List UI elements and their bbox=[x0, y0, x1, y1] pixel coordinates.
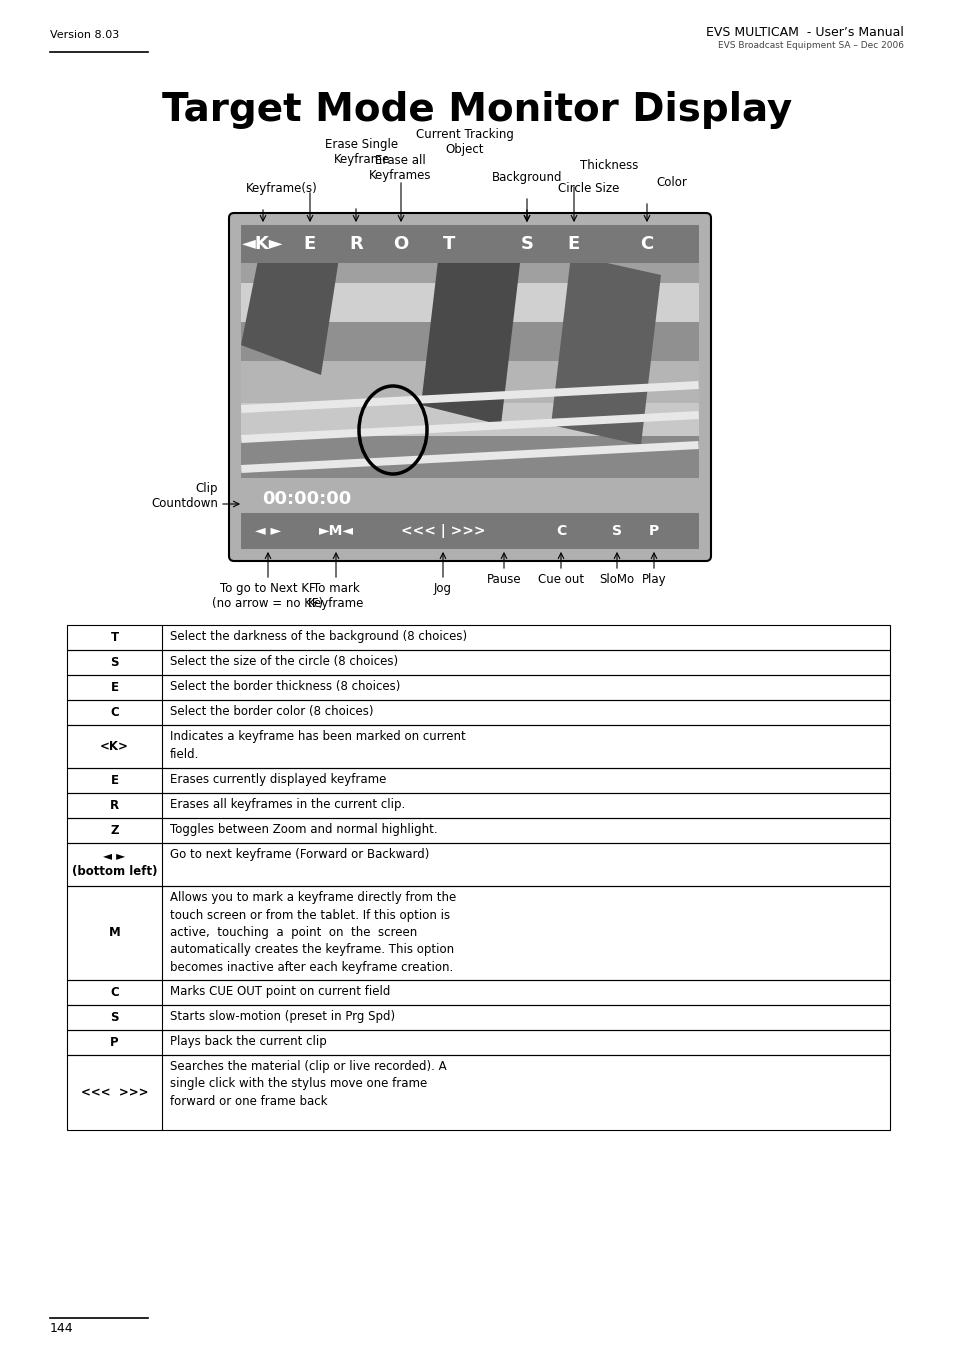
Bar bbox=[241, 478, 699, 517]
Text: Keyframe(s): Keyframe(s) bbox=[246, 182, 317, 194]
Text: Select the size of the circle (8 choices): Select the size of the circle (8 choices… bbox=[170, 655, 397, 668]
Bar bbox=[67, 980, 889, 1004]
Text: C: C bbox=[639, 235, 653, 252]
Bar bbox=[67, 625, 889, 649]
Text: Indicates a keyframe has been marked on current
field.: Indicates a keyframe has been marked on … bbox=[170, 730, 465, 760]
Text: Plays back the current clip: Plays back the current clip bbox=[170, 1035, 327, 1048]
Text: Select the border thickness (8 choices): Select the border thickness (8 choices) bbox=[170, 680, 400, 693]
Text: Erase Single
Keyframe: Erase Single Keyframe bbox=[325, 138, 398, 166]
Text: Color: Color bbox=[656, 176, 687, 189]
Text: O: O bbox=[393, 235, 408, 252]
Text: Target Mode Monitor Display: Target Mode Monitor Display bbox=[162, 90, 791, 130]
Text: ◄ ►
(bottom left): ◄ ► (bottom left) bbox=[71, 850, 157, 879]
Bar bbox=[67, 818, 889, 842]
Bar bbox=[67, 701, 889, 725]
Text: 144: 144 bbox=[50, 1322, 73, 1335]
Text: P: P bbox=[111, 1035, 119, 1049]
Bar bbox=[67, 842, 889, 886]
Bar bbox=[67, 1054, 889, 1130]
Text: C: C bbox=[110, 706, 119, 720]
Text: Version 8.03: Version 8.03 bbox=[50, 30, 119, 40]
Text: P: P bbox=[648, 524, 659, 539]
Text: ►M◄: ►M◄ bbox=[318, 524, 354, 539]
Text: Searches the material (clip or live recorded). A
single click with the stylus mo: Searches the material (clip or live reco… bbox=[170, 1060, 446, 1108]
Text: Jog: Jog bbox=[434, 582, 452, 595]
Text: <K>: <K> bbox=[100, 740, 129, 753]
Text: Thickness: Thickness bbox=[579, 159, 638, 171]
Text: T: T bbox=[111, 630, 118, 644]
FancyBboxPatch shape bbox=[229, 213, 710, 562]
Bar bbox=[241, 410, 698, 443]
Text: S: S bbox=[612, 524, 621, 539]
Text: Background: Background bbox=[491, 171, 561, 184]
Text: R: R bbox=[110, 799, 119, 811]
Text: Erases all keyframes in the current clip.: Erases all keyframes in the current clip… bbox=[170, 798, 405, 811]
Text: To go to Next KF
(no arrow = no KF): To go to Next KF (no arrow = no KF) bbox=[213, 582, 323, 610]
Text: 00:00:00: 00:00:00 bbox=[262, 490, 351, 508]
Text: Play: Play bbox=[641, 572, 665, 586]
Bar bbox=[241, 284, 699, 323]
Bar bbox=[67, 649, 889, 675]
Text: Clip
Countdown: Clip Countdown bbox=[151, 482, 218, 510]
Bar bbox=[67, 1030, 889, 1054]
Text: C: C bbox=[556, 524, 565, 539]
Text: Marks CUE OUT point on current field: Marks CUE OUT point on current field bbox=[170, 986, 390, 998]
Text: SloMo: SloMo bbox=[598, 572, 634, 586]
Bar bbox=[241, 225, 699, 549]
Text: Erase all
Keyframes: Erase all Keyframes bbox=[369, 154, 431, 182]
Text: To mark
Keyframe: To mark Keyframe bbox=[308, 582, 364, 610]
Bar bbox=[241, 436, 699, 478]
Text: Cue out: Cue out bbox=[537, 572, 583, 586]
Text: Pause: Pause bbox=[486, 572, 520, 586]
Bar bbox=[241, 381, 698, 413]
Text: <<<  >>>: <<< >>> bbox=[81, 1085, 148, 1099]
Text: Circle Size: Circle Size bbox=[558, 182, 619, 194]
Text: T: T bbox=[442, 235, 455, 252]
Bar bbox=[241, 513, 699, 549]
Text: C: C bbox=[110, 986, 119, 999]
Text: EVS MULTICAM  - User’s Manual: EVS MULTICAM - User’s Manual bbox=[705, 27, 903, 39]
Text: Starts slow-motion (preset in Prg Spd): Starts slow-motion (preset in Prg Spd) bbox=[170, 1010, 395, 1023]
Bar bbox=[67, 1004, 889, 1030]
Bar bbox=[67, 675, 889, 701]
Text: R: R bbox=[349, 235, 362, 252]
Bar bbox=[241, 251, 699, 284]
Text: Z: Z bbox=[111, 824, 118, 837]
Text: ◄K►: ◄K► bbox=[242, 235, 283, 252]
Text: E: E bbox=[304, 235, 315, 252]
Text: E: E bbox=[567, 235, 579, 252]
Text: Allows you to mark a keyframe directly from the
touch screen or from the tablet.: Allows you to mark a keyframe directly f… bbox=[170, 891, 456, 973]
Text: EVS Broadcast Equipment SA – Dec 2006: EVS Broadcast Equipment SA – Dec 2006 bbox=[718, 42, 903, 50]
Text: ◄ ►: ◄ ► bbox=[254, 524, 281, 539]
Text: M: M bbox=[109, 926, 120, 940]
Bar bbox=[67, 768, 889, 792]
Text: Select the border color (8 choices): Select the border color (8 choices) bbox=[170, 705, 374, 718]
Bar bbox=[241, 225, 699, 251]
Text: Current Tracking
Object: Current Tracking Object bbox=[416, 128, 514, 157]
Text: Toggles between Zoom and normal highlight.: Toggles between Zoom and normal highligh… bbox=[170, 824, 437, 836]
Text: <<< | >>>: <<< | >>> bbox=[400, 524, 485, 539]
Text: E: E bbox=[111, 680, 118, 694]
Bar bbox=[241, 225, 699, 263]
Bar bbox=[241, 323, 699, 360]
Text: Select the darkness of the background (8 choices): Select the darkness of the background (8… bbox=[170, 630, 467, 643]
Bar bbox=[67, 886, 889, 980]
Bar bbox=[241, 360, 699, 404]
Polygon shape bbox=[241, 244, 340, 375]
Text: Erases currently displayed keyframe: Erases currently displayed keyframe bbox=[170, 774, 386, 786]
Bar bbox=[67, 725, 889, 768]
Polygon shape bbox=[420, 235, 520, 425]
Text: S: S bbox=[111, 656, 118, 670]
Text: Go to next keyframe (Forward or Backward): Go to next keyframe (Forward or Backward… bbox=[170, 848, 429, 861]
Text: E: E bbox=[111, 774, 118, 787]
Text: S: S bbox=[111, 1011, 118, 1025]
Text: S: S bbox=[520, 235, 533, 252]
Bar bbox=[241, 441, 698, 472]
Polygon shape bbox=[551, 255, 660, 446]
Bar bbox=[241, 404, 699, 436]
Bar bbox=[241, 517, 699, 549]
Bar bbox=[67, 792, 889, 818]
